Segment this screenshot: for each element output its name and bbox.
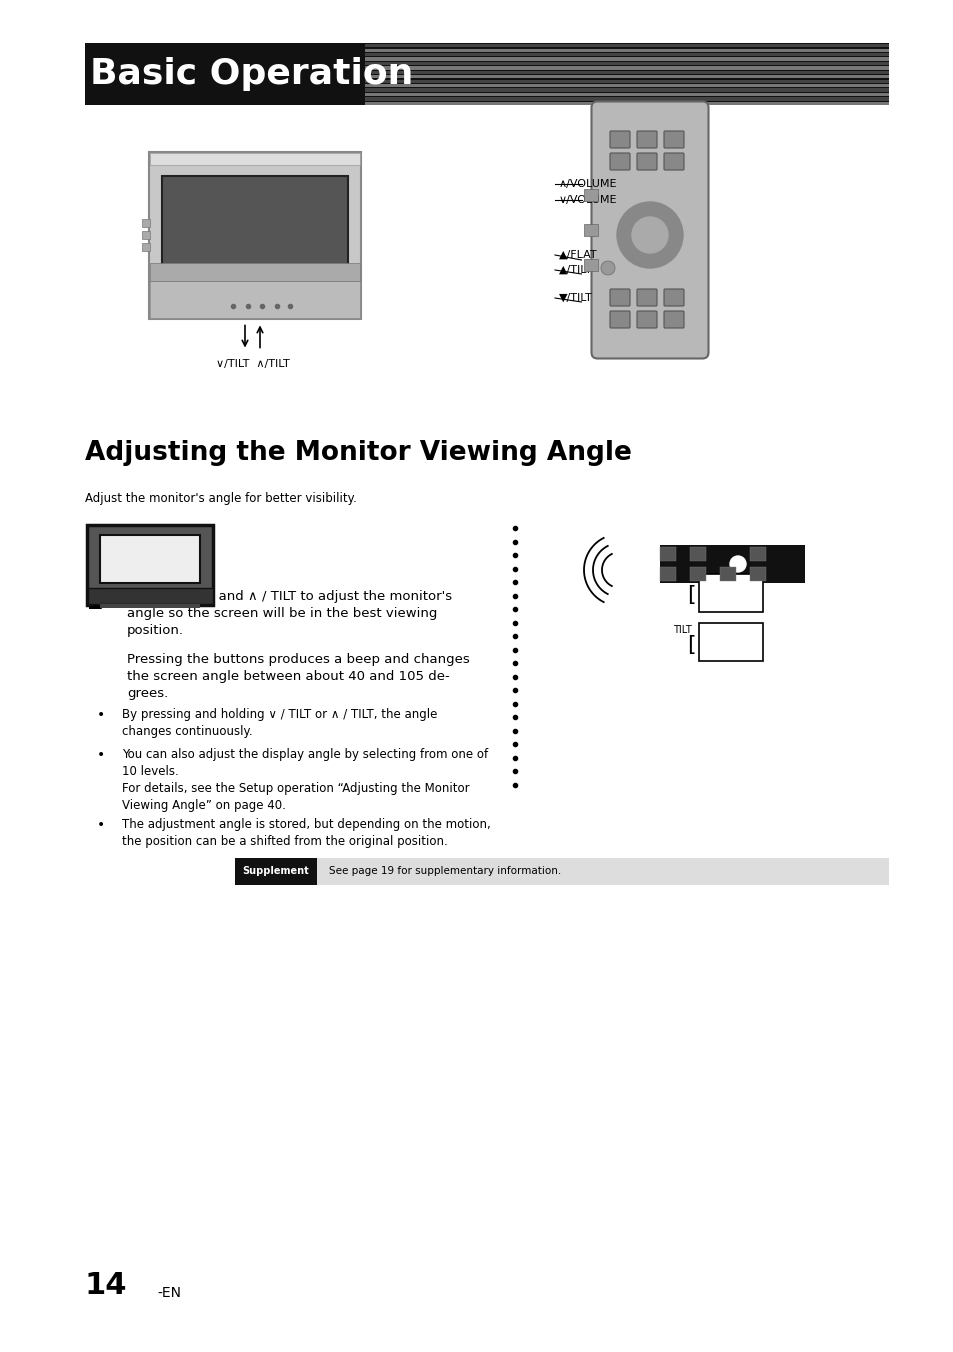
Bar <box>365 57 888 61</box>
FancyBboxPatch shape <box>591 101 708 358</box>
Text: See page 19 for supplementary information.: See page 19 for supplementary informatio… <box>329 867 560 876</box>
FancyBboxPatch shape <box>699 623 762 661</box>
Text: ▲/FLAT: ▲/FLAT <box>558 250 597 260</box>
Bar <box>100 604 200 608</box>
Text: By pressing and holding ∨ / TILT or ∧ / TILT, the angle
changes continuously.: By pressing and holding ∨ / TILT or ∧ / … <box>122 708 436 738</box>
FancyBboxPatch shape <box>87 525 213 604</box>
Circle shape <box>631 218 667 253</box>
Text: ▲/TILT: ▲/TILT <box>558 265 592 274</box>
Bar <box>749 548 765 561</box>
FancyBboxPatch shape <box>637 131 657 147</box>
Bar <box>365 70 888 74</box>
Text: -EN: -EN <box>157 1286 181 1301</box>
Text: Press ∨ / TILT and ∧ / TILT to adjust the monitor's
angle so the screen will be : Press ∨ / TILT and ∧ / TILT to adjust th… <box>127 589 452 637</box>
Text: ∨/VOLUME: ∨/VOLUME <box>558 195 617 206</box>
Bar <box>365 49 888 51</box>
FancyBboxPatch shape <box>637 289 657 306</box>
FancyBboxPatch shape <box>663 153 683 170</box>
FancyBboxPatch shape <box>663 311 683 329</box>
FancyBboxPatch shape <box>609 311 629 329</box>
Text: 14: 14 <box>85 1271 128 1301</box>
FancyBboxPatch shape <box>149 151 360 319</box>
Text: ∧/VOLUME: ∧/VOLUME <box>558 178 617 189</box>
FancyBboxPatch shape <box>609 131 629 147</box>
Bar <box>150 281 359 318</box>
Text: Adjusting the Monitor Viewing Angle: Adjusting the Monitor Viewing Angle <box>85 439 631 466</box>
Bar <box>749 566 765 581</box>
Text: Basic Operation: Basic Operation <box>90 57 413 91</box>
Text: ▼: ▼ <box>725 638 735 652</box>
FancyBboxPatch shape <box>663 131 683 147</box>
Bar <box>142 219 150 227</box>
Text: o: o <box>706 592 711 600</box>
Bar <box>365 76 888 78</box>
Circle shape <box>600 261 615 274</box>
Bar <box>659 566 676 581</box>
Bar <box>659 545 804 583</box>
Bar <box>365 66 888 69</box>
Bar <box>583 224 597 237</box>
Bar <box>234 859 888 886</box>
Circle shape <box>617 201 682 268</box>
FancyBboxPatch shape <box>609 153 629 170</box>
Bar <box>720 566 735 581</box>
FancyBboxPatch shape <box>100 534 199 584</box>
Bar <box>150 153 359 165</box>
Text: You can also adjust the display angle by selecting from one of
10 levels.
For de: You can also adjust the display angle by… <box>122 748 488 813</box>
Bar <box>150 264 359 281</box>
Bar <box>365 53 888 57</box>
Bar <box>85 43 888 105</box>
Text: •FLAT: •FLAT <box>720 587 748 598</box>
Bar <box>659 548 676 561</box>
FancyBboxPatch shape <box>161 176 348 274</box>
FancyBboxPatch shape <box>609 289 629 306</box>
FancyBboxPatch shape <box>637 311 657 329</box>
Bar <box>365 97 888 100</box>
Bar <box>583 189 597 201</box>
Bar <box>689 566 705 581</box>
Text: •: • <box>97 818 105 831</box>
Text: 1: 1 <box>85 589 102 614</box>
Bar <box>88 588 213 604</box>
Bar <box>365 101 888 105</box>
Bar <box>142 231 150 239</box>
Text: Supplement: Supplement <box>242 867 309 876</box>
Circle shape <box>729 556 745 572</box>
Text: •: • <box>97 748 105 763</box>
Text: The adjustment angle is stored, but depending on the motion,
the position can be: The adjustment angle is stored, but depe… <box>122 818 490 848</box>
Bar <box>689 548 705 561</box>
Bar <box>365 80 888 82</box>
FancyBboxPatch shape <box>699 575 762 612</box>
Text: [: [ <box>686 585 695 604</box>
Text: TILT: TILT <box>672 625 691 635</box>
Text: •: • <box>97 708 105 722</box>
Text: Pressing the buttons produces a beep and changes
the screen angle between about : Pressing the buttons produces a beep and… <box>127 653 469 700</box>
Text: •0/C: •0/C <box>720 625 741 635</box>
Bar <box>365 62 888 65</box>
Bar <box>365 93 888 96</box>
Bar <box>365 84 888 88</box>
FancyBboxPatch shape <box>637 153 657 170</box>
Text: ▼/TILT: ▼/TILT <box>558 293 592 303</box>
FancyBboxPatch shape <box>663 289 683 306</box>
Bar <box>583 260 597 270</box>
Text: o: o <box>706 641 711 650</box>
Text: Adjust the monitor's angle for better visibility.: Adjust the monitor's angle for better vi… <box>85 492 356 506</box>
Bar <box>365 88 888 92</box>
Bar <box>365 45 888 47</box>
Bar <box>142 243 150 251</box>
Text: [: [ <box>686 635 695 654</box>
Text: ▲: ▲ <box>725 588 735 602</box>
Text: ∨/TILT  ∧/TILT: ∨/TILT ∧/TILT <box>216 358 290 369</box>
Bar <box>234 859 316 886</box>
